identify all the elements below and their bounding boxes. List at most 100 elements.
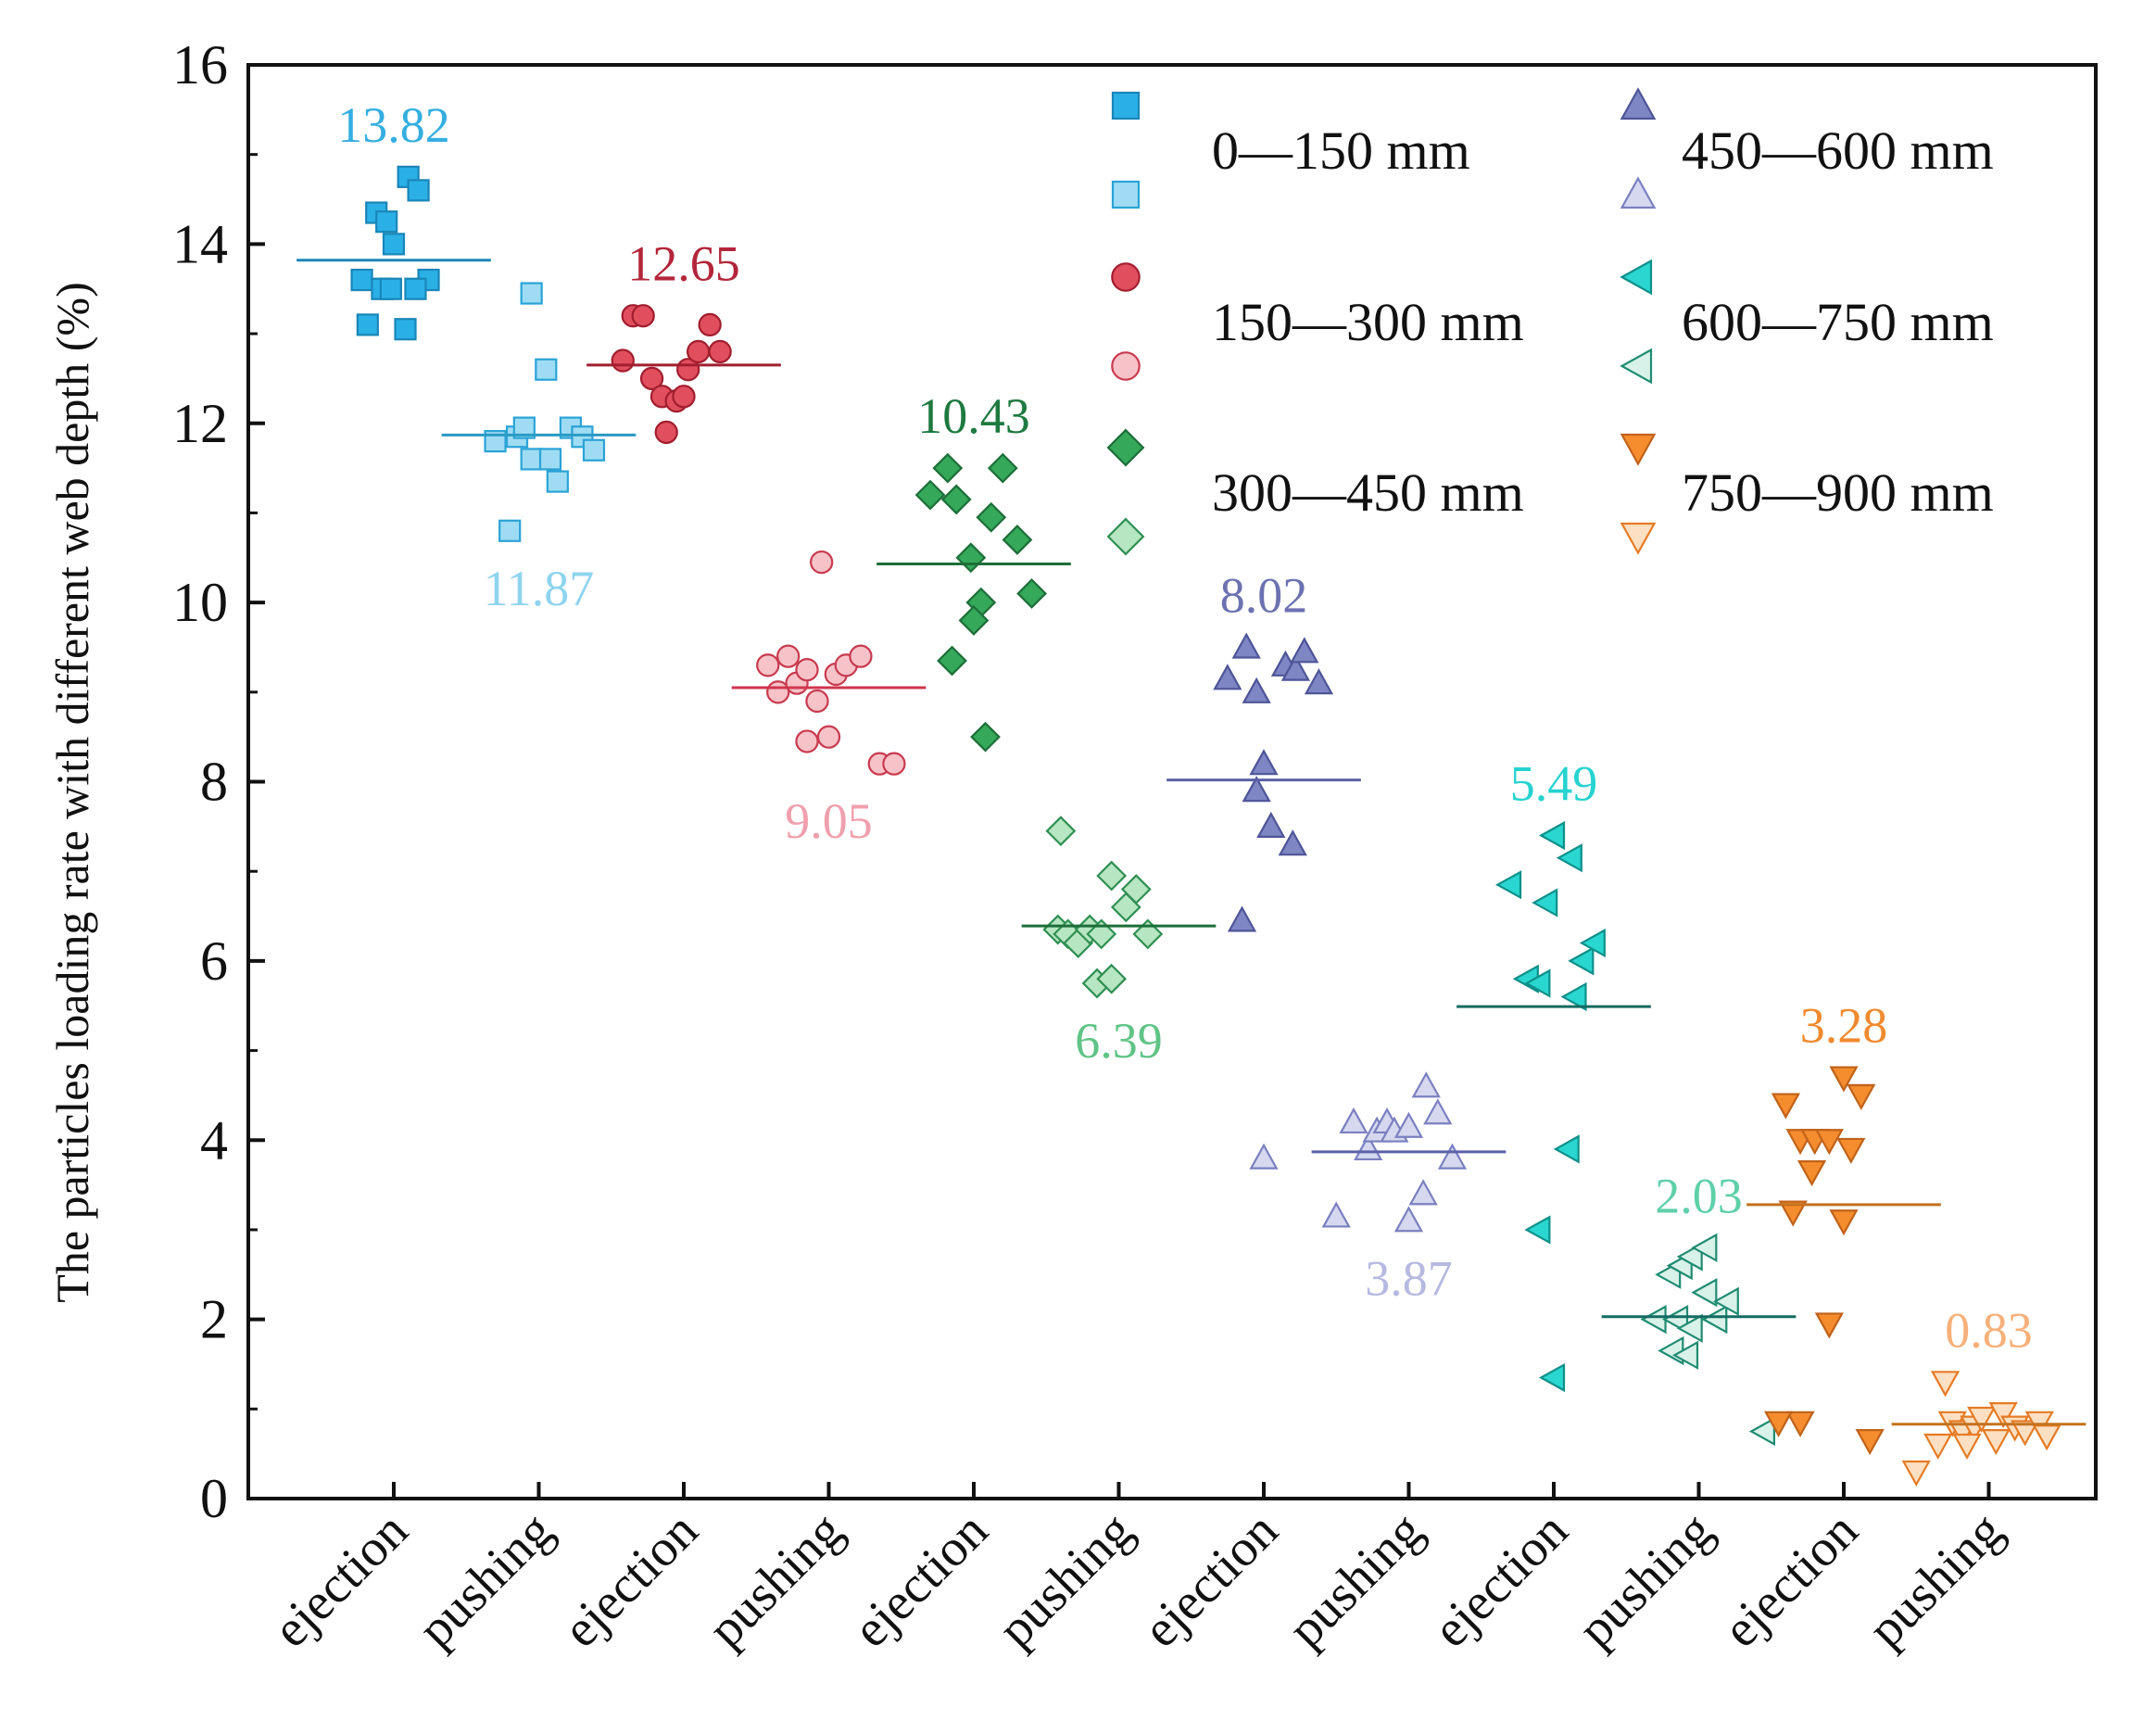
mean-value-label: 10.43: [917, 388, 1030, 444]
x-tick-label: ejection: [1422, 1501, 1579, 1658]
data-point: [1701, 1305, 1728, 1335]
data-point: [1829, 1066, 1859, 1093]
data-point: [1763, 1411, 1794, 1437]
data-point: [1855, 1429, 1885, 1456]
data-point: [940, 484, 972, 515]
mean-value-label: 13.82: [337, 97, 450, 153]
legend-marker: [1111, 351, 1141, 381]
data-point: [356, 313, 379, 336]
data-point: [882, 752, 906, 776]
x-tick-label: ejection: [552, 1501, 709, 1658]
mean-value-label: 12.65: [627, 236, 740, 292]
x-tick-label: pushing: [1857, 1501, 2013, 1658]
data-point: [1423, 1098, 1453, 1125]
legend-marker: [1620, 176, 1657, 209]
legend-label: 450—600 mm: [1682, 120, 1994, 181]
x-tick-label: pushing: [987, 1501, 1143, 1658]
data-point: [1045, 816, 1077, 847]
data-point: [805, 689, 829, 714]
data-point: [631, 304, 655, 328]
y-tick-label: 8: [200, 752, 228, 813]
y-tick-label: 14: [172, 213, 228, 274]
legend-marker: [1620, 522, 1657, 555]
legend-marker: [1620, 259, 1653, 296]
data-point: [1658, 1335, 1684, 1366]
y-tick-label: 2: [200, 1289, 228, 1350]
data-point: [1393, 1206, 1424, 1233]
data-point: [498, 519, 522, 542]
data-point: [698, 312, 722, 337]
data-point: [1256, 811, 1286, 838]
x-tick-label: pushing: [407, 1501, 563, 1658]
x-tick-label: pushing: [1277, 1501, 1433, 1658]
mean-value-label: 9.05: [785, 793, 873, 849]
legend-marker: [1620, 433, 1657, 466]
data-point: [976, 501, 1007, 533]
data-point: [404, 277, 427, 300]
x-tick-label: ejection: [842, 1501, 999, 1658]
mean-value-label: 3.87: [1365, 1250, 1453, 1306]
plot-frame: [246, 63, 2098, 1500]
data-point: [708, 339, 732, 364]
x-tick-label: ejection: [1132, 1501, 1289, 1658]
data-point: [1556, 843, 1582, 873]
data-point: [1339, 1107, 1368, 1134]
series-2: 12.65: [586, 236, 781, 445]
data-point: [1923, 1433, 1953, 1461]
data-point: [1304, 668, 1334, 695]
data-point: [937, 645, 967, 677]
data-point: [1086, 918, 1117, 950]
data-point: [1132, 918, 1164, 950]
x-tick-label: pushing: [697, 1501, 853, 1658]
legend-marker: [1111, 91, 1141, 120]
data-point: [538, 448, 562, 471]
legend-marker: [1620, 348, 1653, 385]
data-point: [1952, 1433, 1982, 1461]
data-point: [1354, 1133, 1383, 1161]
series-8: 5.49: [1456, 756, 1651, 1393]
data-point: [1981, 1429, 2011, 1456]
data-point: [520, 448, 543, 471]
mean-value-label: 0.83: [1945, 1302, 2033, 1358]
data-point: [958, 605, 990, 636]
data-point: [1538, 1362, 1566, 1393]
data-point: [1278, 829, 1307, 856]
data-point: [970, 721, 1001, 753]
data-point: [1411, 1071, 1441, 1098]
legend-label: 150—300 mm: [1212, 292, 1524, 352]
data-point: [1120, 874, 1152, 905]
legend-label: 300—450 mm: [1212, 462, 1524, 523]
data-point: [1249, 749, 1279, 776]
data-point: [2011, 1420, 2040, 1447]
data-point: [375, 210, 398, 234]
data-point: [1829, 1209, 1859, 1236]
legend-marker: [1111, 262, 1141, 292]
data-point: [1712, 1286, 1739, 1316]
data-point: [582, 438, 606, 462]
legend-marker: [1106, 428, 1145, 467]
data-point: [1393, 1111, 1424, 1138]
mean-value-label: 11.87: [484, 561, 595, 616]
data-point: [816, 725, 841, 749]
data-point: [1836, 1137, 1866, 1164]
data-point: [795, 657, 819, 682]
data-point: [1002, 525, 1033, 555]
data-point: [1553, 1134, 1580, 1164]
data-point: [687, 339, 711, 364]
data-point: [1016, 578, 1048, 609]
data-point: [407, 179, 430, 202]
y-tick-label: 0: [200, 1468, 228, 1529]
y-tick-label: 4: [200, 1109, 228, 1171]
mean-value-label: 2.03: [1655, 1168, 1743, 1223]
data-point: [1524, 1215, 1551, 1245]
data-point: [1671, 1340, 1699, 1370]
data-point: [1748, 1416, 1776, 1447]
mean-value-label: 6.39: [1075, 1013, 1163, 1069]
data-point: [756, 653, 780, 677]
series-6: 8.02: [1166, 567, 1361, 932]
data-point: [382, 233, 406, 256]
data-point: [1691, 1277, 1718, 1308]
data-point: [932, 452, 964, 484]
data-point: [1227, 905, 1257, 932]
y-axis-label: The particles loading rate with differen…: [46, 282, 98, 1302]
